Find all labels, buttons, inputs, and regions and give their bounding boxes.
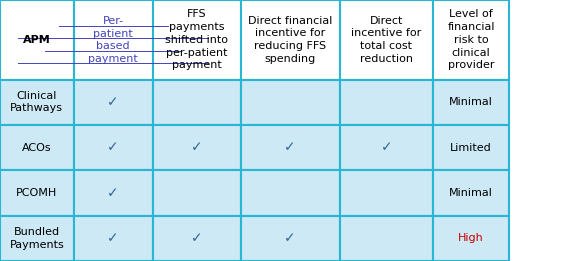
Bar xyxy=(0,0,74,80)
Bar xyxy=(340,170,433,216)
Text: High: High xyxy=(458,233,484,243)
Text: ✓: ✓ xyxy=(191,231,203,245)
Text: ✓: ✓ xyxy=(380,141,392,155)
Bar xyxy=(433,170,509,216)
Text: Minimal: Minimal xyxy=(449,188,493,198)
Text: ✓: ✓ xyxy=(108,186,119,200)
Bar xyxy=(241,170,340,216)
Text: Level of
financial
risk to
clinical
provider: Level of financial risk to clinical prov… xyxy=(448,9,495,70)
Bar xyxy=(74,170,153,216)
Text: patient: patient xyxy=(93,28,133,39)
Text: ACOs: ACOs xyxy=(22,143,52,153)
Bar xyxy=(433,125,509,170)
Text: based: based xyxy=(96,41,130,51)
Bar xyxy=(153,216,241,261)
Text: Direct financial
incentive for
reducing FFS
spending: Direct financial incentive for reducing … xyxy=(248,16,332,64)
Bar xyxy=(433,80,509,125)
Text: ✓: ✓ xyxy=(108,95,119,109)
Bar xyxy=(153,80,241,125)
Text: ✓: ✓ xyxy=(108,231,119,245)
Bar xyxy=(0,125,74,170)
Bar xyxy=(340,0,433,80)
Bar xyxy=(0,216,74,261)
Bar xyxy=(241,0,340,80)
Text: PCOMH: PCOMH xyxy=(16,188,57,198)
Bar xyxy=(340,125,433,170)
Text: Bundled
Payments: Bundled Payments xyxy=(10,227,64,250)
Text: ✓: ✓ xyxy=(191,141,203,155)
Text: Clinical
Pathways: Clinical Pathways xyxy=(10,91,63,114)
Bar xyxy=(74,125,153,170)
Bar xyxy=(153,170,241,216)
Text: APM: APM xyxy=(23,35,51,45)
Bar xyxy=(0,170,74,216)
Bar xyxy=(241,125,340,170)
Bar xyxy=(340,80,433,125)
Bar xyxy=(241,216,340,261)
Bar xyxy=(340,216,433,261)
Bar xyxy=(153,125,241,170)
Text: Minimal: Minimal xyxy=(449,97,493,107)
Bar xyxy=(241,80,340,125)
Bar xyxy=(0,80,74,125)
Text: ✓: ✓ xyxy=(284,141,296,155)
Text: payment: payment xyxy=(88,54,138,64)
Text: FFS
payments
shifted into
per-patient
payment: FFS payments shifted into per-patient pa… xyxy=(165,9,228,70)
Bar xyxy=(74,0,153,80)
Bar xyxy=(433,0,509,80)
Text: Per-: Per- xyxy=(102,16,124,26)
Text: ✓: ✓ xyxy=(108,141,119,155)
Bar xyxy=(74,216,153,261)
Bar xyxy=(74,80,153,125)
Bar xyxy=(433,216,509,261)
Text: Direct
incentive for
total cost
reduction: Direct incentive for total cost reductio… xyxy=(351,16,422,64)
Text: Limited: Limited xyxy=(451,143,492,153)
Bar xyxy=(153,0,241,80)
Text: ✓: ✓ xyxy=(284,231,296,245)
